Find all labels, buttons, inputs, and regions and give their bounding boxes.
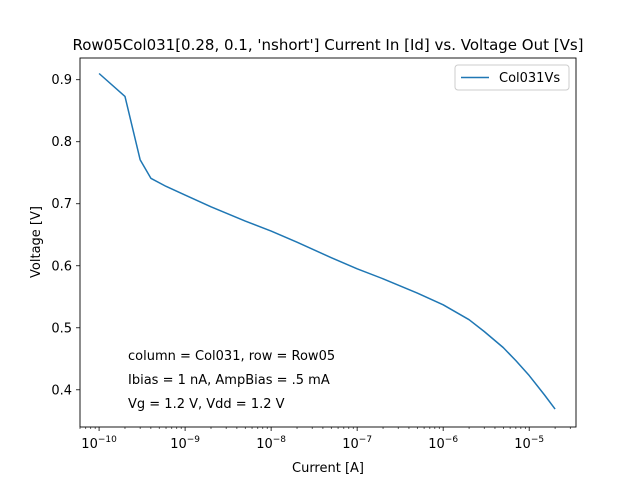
x-tick-label: 10−10 (81, 435, 117, 452)
legend-label: Col031Vs (499, 71, 560, 86)
x-axis-label: Current [A] (292, 461, 364, 476)
plot-area (80, 58, 576, 427)
y-tick-label: 0.4 (51, 383, 72, 398)
y-tick-label: 0.7 (51, 197, 72, 212)
y-tick-label: 0.6 (51, 259, 72, 274)
series-line (98, 72, 556, 410)
x-tick-label: 10−6 (428, 435, 458, 452)
y-tick-label: 0.8 (51, 135, 72, 150)
annotation-block: column = Col031, row = Row05 Ibias = 1 nA… (128, 349, 335, 412)
x-tick-label: 10−7 (342, 435, 372, 452)
legend-box (454, 64, 570, 91)
chart-title: Row05Col031[0.28, 0.1, 'nshort'] Current… (72, 36, 583, 54)
x-tick-label: 10−5 (514, 435, 544, 452)
legend: Col031Vs (454, 64, 570, 91)
plot-marks: 10−10 10−9 10−8 10−7 10−6 10−5 0.4 0.5 0.6 0.7 0.8… (51, 72, 571, 452)
plot-frame (79, 57, 577, 428)
annotation-line: Vg = 1.2 V, Vdd = 1.2 V (128, 397, 285, 412)
y-axis-label: Voltage [V] (29, 206, 44, 278)
x-tick-label: 10−9 (170, 435, 200, 452)
annotation-line: column = Col031, row = Row05 (128, 349, 335, 364)
annotation-line: Ibias = 1 nA, AmpBias = .5 mA (128, 373, 330, 388)
x-tick-label: 10−8 (256, 435, 286, 452)
y-tick-label: 0.5 (51, 321, 72, 336)
y-tick-label: 0.9 (51, 73, 72, 88)
